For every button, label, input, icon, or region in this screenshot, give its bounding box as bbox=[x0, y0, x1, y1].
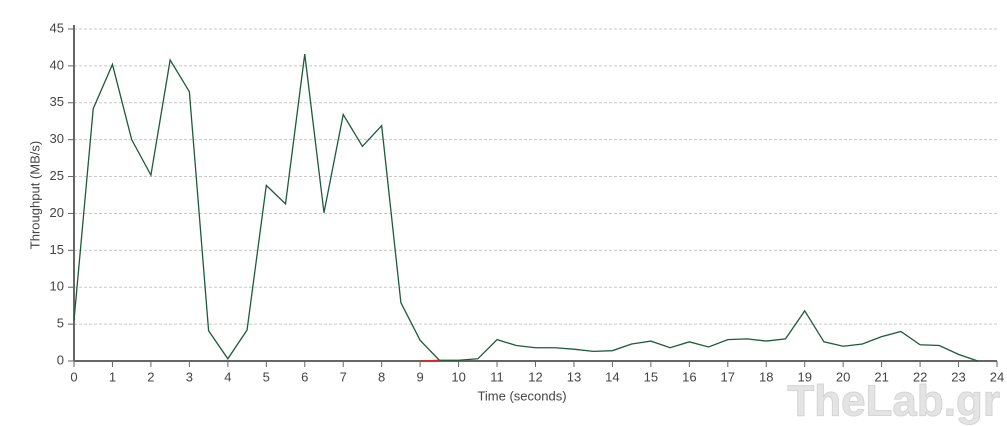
x-tick-label: 7 bbox=[340, 369, 347, 384]
x-tick-label: 24 bbox=[990, 369, 1004, 384]
y-tick-label: 30 bbox=[50, 131, 64, 146]
x-tick-label: 6 bbox=[301, 369, 308, 384]
x-tick-label: 8 bbox=[378, 369, 385, 384]
x-tick-label: 1 bbox=[109, 369, 116, 384]
data-line bbox=[420, 359, 440, 362]
y-tick-label: 0 bbox=[57, 352, 64, 367]
y-tick-label: 15 bbox=[50, 242, 64, 257]
y-tick-label: 10 bbox=[50, 279, 64, 294]
y-axis-label: Throughput (MB/s) bbox=[27, 141, 42, 249]
x-tick-label: 11 bbox=[490, 369, 504, 384]
x-tick-label: 4 bbox=[224, 369, 231, 384]
x-tick-label: 22 bbox=[913, 369, 927, 384]
x-tick-label: 23 bbox=[951, 369, 965, 384]
x-tick-label: 21 bbox=[874, 369, 888, 384]
x-axis-label: Time (seconds) bbox=[477, 388, 566, 403]
x-tick-label: 17 bbox=[721, 369, 735, 384]
x-tick-label: 9 bbox=[417, 369, 424, 384]
data-line bbox=[73, 54, 978, 362]
watermark: TheLab.gr bbox=[787, 377, 1000, 426]
x-tick-label: 2 bbox=[147, 369, 154, 384]
y-tick-label: 5 bbox=[57, 316, 64, 331]
y-tick-label: 35 bbox=[50, 94, 64, 109]
x-tick-label: 10 bbox=[451, 369, 465, 384]
x-tick-label: 18 bbox=[759, 369, 773, 384]
y-tick-label: 45 bbox=[50, 20, 64, 35]
x-tick-label: 3 bbox=[186, 369, 193, 384]
x-tick-label: 5 bbox=[263, 369, 270, 384]
y-tick-label: 25 bbox=[50, 168, 64, 183]
x-tick-label: 0 bbox=[70, 369, 77, 384]
x-tick-label: 19 bbox=[797, 369, 811, 384]
x-tick-label: 15 bbox=[644, 369, 658, 384]
x-tick-label: 20 bbox=[836, 369, 850, 384]
x-tick-label: 13 bbox=[567, 369, 581, 384]
x-tick-label: 14 bbox=[605, 369, 619, 384]
y-tick-label: 20 bbox=[50, 205, 64, 220]
x-tick-label: 16 bbox=[682, 369, 696, 384]
y-tick-label: 40 bbox=[50, 57, 64, 72]
x-tick-label: 12 bbox=[528, 369, 542, 384]
